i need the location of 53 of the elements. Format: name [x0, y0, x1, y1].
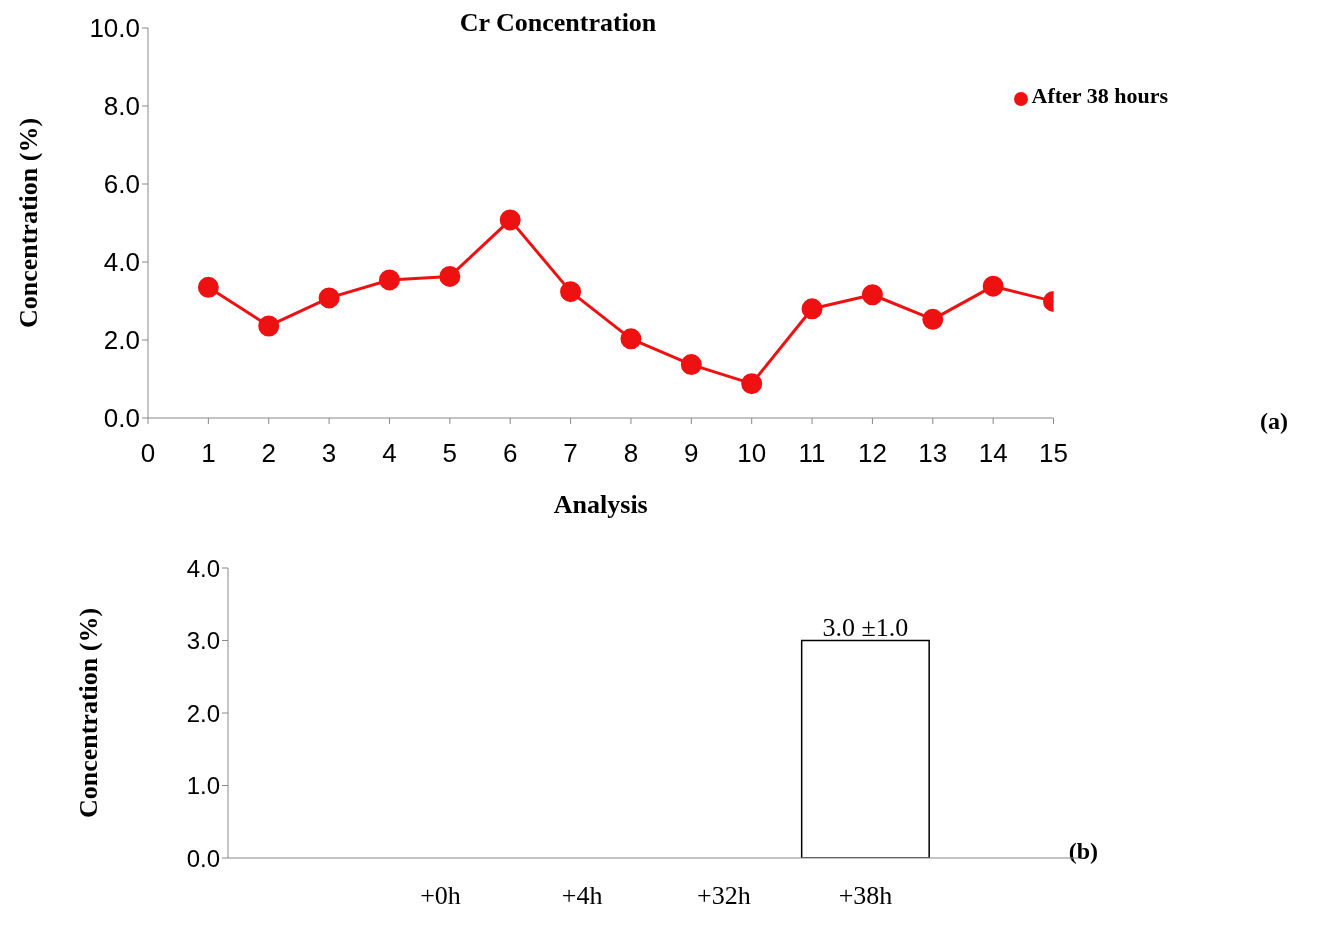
x-tick-label: 6 — [502, 438, 518, 469]
x-tick-label: 11 — [798, 438, 826, 469]
x-tick-label: 5 — [442, 438, 458, 469]
y-tick-label: 4.0 — [186, 554, 220, 582]
y-tick-label: 10.0 — [89, 13, 140, 44]
x-axis-title: Analysis — [553, 490, 648, 519]
point — [439, 265, 461, 287]
x-tick-label: 1 — [201, 438, 216, 469]
legend-label: After 38 hours — [1031, 83, 1168, 108]
point — [499, 209, 521, 231]
y-tick-label: 2.0 — [186, 699, 220, 727]
y-axis-title: Concentration (%) — [14, 117, 44, 329]
x-tick-label: 2 — [261, 438, 276, 469]
x-tick-label: +32h — [697, 881, 751, 911]
x-tick-label: 7 — [563, 438, 578, 469]
x-tick-label: 13 — [918, 438, 948, 469]
point — [801, 298, 823, 320]
point — [922, 308, 944, 330]
point — [318, 287, 340, 309]
y-tick-label: 6.0 — [103, 169, 140, 200]
x-tick-label: 3 — [321, 438, 337, 469]
text: (a) — [1260, 408, 1288, 435]
point — [378, 269, 400, 291]
chart-title: Cr Concentration — [459, 8, 657, 37]
x-tick-label: +0h — [420, 881, 461, 911]
y-tick-label: 4.0 — [103, 247, 140, 278]
x-tick-label: 8 — [623, 438, 639, 469]
x-tick-label: 12 — [857, 438, 887, 469]
point — [560, 281, 582, 303]
x-tick-label: +4h — [561, 881, 603, 911]
point — [258, 315, 280, 337]
x-tick-label: 15 — [1039, 438, 1068, 469]
annotation: (b) — [1068, 838, 1098, 865]
x-tick-label: 4 — [382, 438, 397, 469]
point — [741, 373, 763, 395]
x-tick-label: 0 — [140, 438, 156, 469]
y-tick-label: 3.0 — [186, 627, 220, 655]
x-tick-label: 10 — [737, 438, 767, 469]
point — [861, 284, 883, 306]
y-tick-label: 8.0 — [103, 91, 140, 122]
point — [680, 354, 702, 376]
y-tick-label: 0.0 — [186, 844, 220, 872]
point — [982, 275, 1004, 297]
y-tick-label: 2.0 — [103, 325, 140, 356]
x-tick-label: +38h — [838, 881, 893, 911]
y-tick-label: 0.0 — [103, 403, 140, 434]
y-tick-label: 1.0 — [186, 772, 220, 800]
x-tick-label: 14 — [978, 438, 1008, 469]
x-tick-label: 9 — [684, 438, 699, 469]
point — [197, 276, 219, 298]
point — [620, 328, 642, 350]
y-axis-title: Concentration (%) — [74, 607, 104, 819]
data-label: 3.0 ±1.0 — [822, 612, 909, 642]
